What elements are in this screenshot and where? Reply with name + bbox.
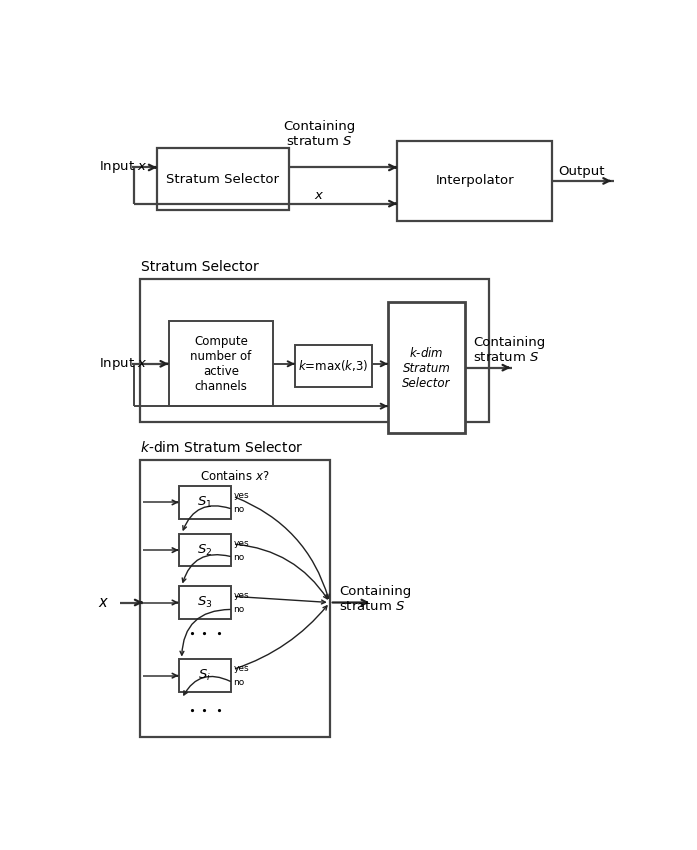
Text: $k$=max($k$,3): $k$=max($k$,3)	[298, 358, 369, 373]
Text: $k$-dim Stratum Selector: $k$-dim Stratum Selector	[140, 440, 303, 456]
Bar	[295, 344, 372, 387]
Text: yes: yes	[233, 591, 250, 600]
Text: Output: Output	[558, 165, 605, 178]
Text: $\bullet\ \bullet\ \bullet$: $\bullet\ \bullet\ \bullet$	[187, 628, 222, 638]
Text: Input $x$: Input $x$	[99, 356, 147, 371]
Bar	[178, 534, 231, 566]
Text: no: no	[233, 605, 245, 614]
Bar	[397, 140, 552, 221]
Bar	[140, 279, 489, 422]
Text: Containing
stratum $S$: Containing stratum $S$	[284, 120, 355, 148]
Bar	[178, 660, 231, 692]
Text: Interpolator: Interpolator	[436, 174, 514, 188]
Text: yes: yes	[233, 539, 250, 547]
Bar	[178, 586, 231, 619]
Text: Stratum Selector: Stratum Selector	[141, 260, 259, 275]
Text: Stratum Selector: Stratum Selector	[167, 173, 279, 185]
Text: $S_3$: $S_3$	[197, 595, 213, 610]
Bar	[169, 321, 273, 406]
Bar	[388, 303, 466, 434]
Text: yes: yes	[233, 491, 250, 500]
Text: $x$: $x$	[314, 190, 325, 202]
Bar	[157, 148, 289, 210]
Text: $x$: $x$	[98, 595, 109, 610]
Text: Compute
number of
active
channels: Compute number of active channels	[190, 335, 252, 393]
Text: $k$-dim
Stratum
Selector: $k$-dim Stratum Selector	[402, 346, 451, 389]
Text: Containing
stratum $S$: Containing stratum $S$	[339, 586, 411, 614]
Text: no: no	[233, 552, 245, 562]
Text: $\bullet\ \bullet\ \bullet$: $\bullet\ \bullet\ \bullet$	[187, 706, 222, 716]
Bar	[178, 486, 231, 518]
Bar	[140, 460, 330, 737]
Text: $S_2$: $S_2$	[197, 542, 213, 558]
Text: no: no	[233, 505, 245, 514]
Text: Input $x$: Input $x$	[99, 160, 147, 175]
Text: $S_i$: $S_i$	[199, 668, 211, 683]
Text: Contains $x$?: Contains $x$?	[200, 469, 270, 484]
Text: Containing
stratum $S$: Containing stratum $S$	[473, 336, 545, 364]
Text: no: no	[233, 678, 245, 687]
Text: $S_1$: $S_1$	[197, 495, 213, 510]
Text: yes: yes	[233, 664, 250, 673]
